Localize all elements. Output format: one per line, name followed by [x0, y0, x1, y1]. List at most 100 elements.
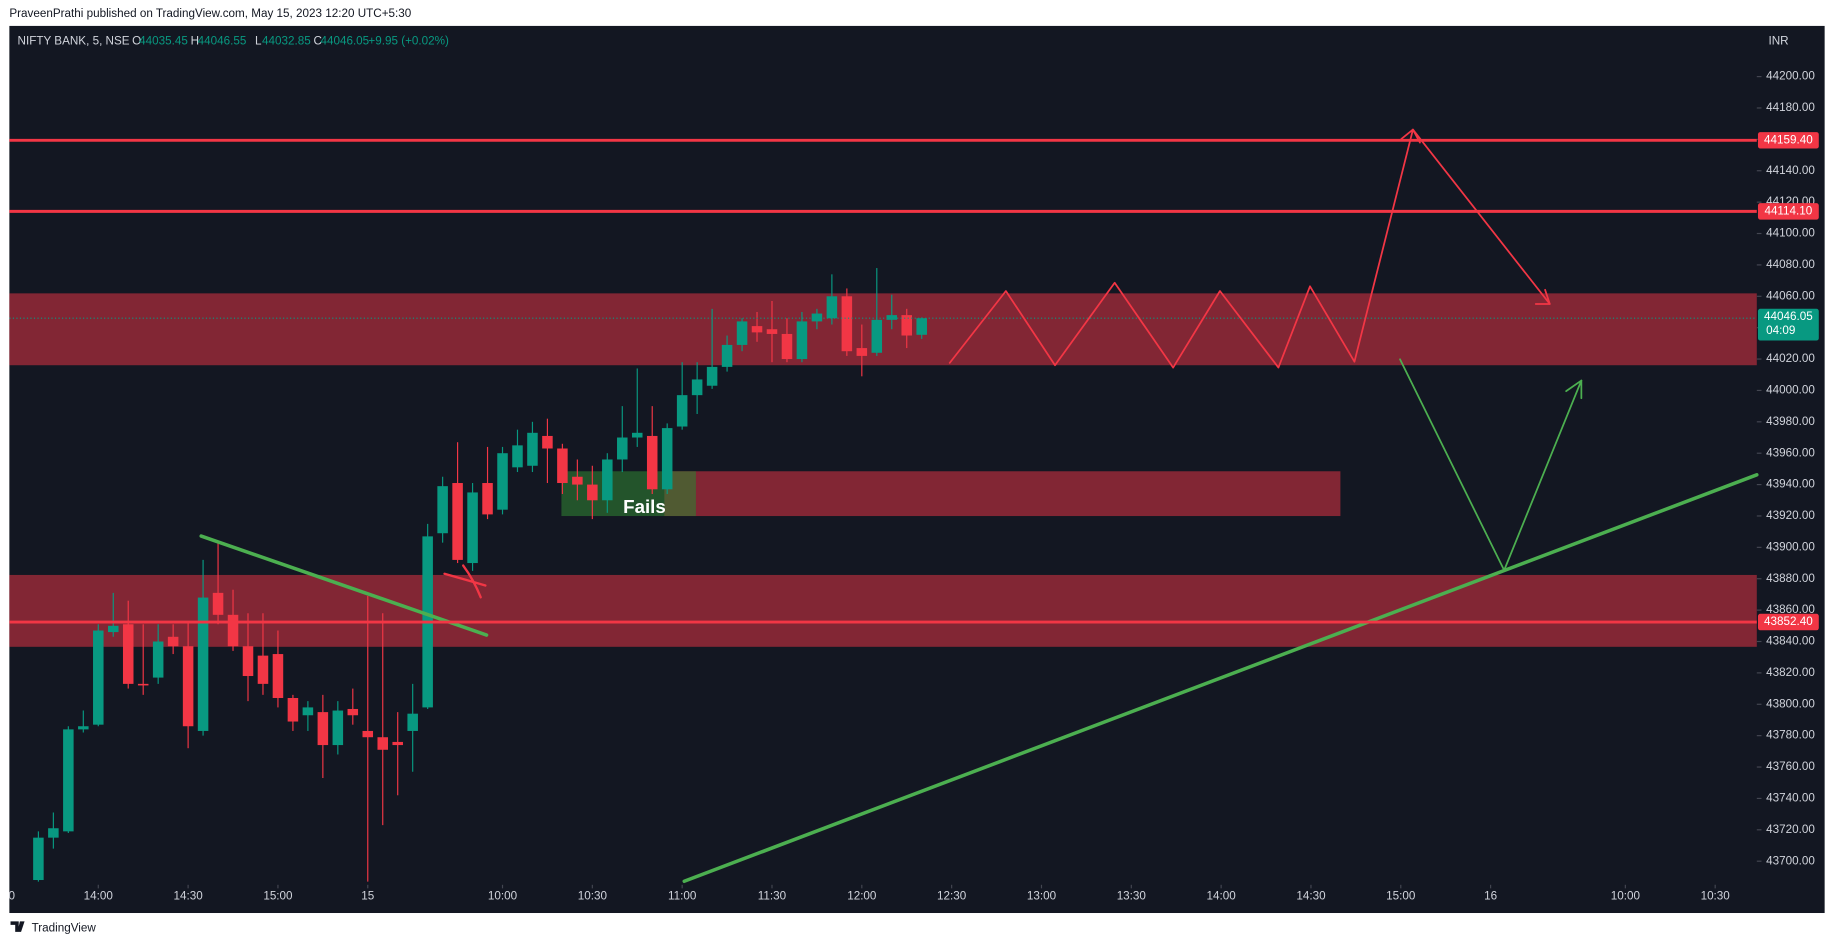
candle-body — [407, 713, 418, 731]
level-label: 43852.40 — [1764, 615, 1813, 628]
level-tag — [1757, 613, 1819, 631]
demand-zone — [9, 574, 1757, 647]
candle-body — [587, 484, 598, 501]
candle-body — [152, 641, 164, 678]
candle-body — [527, 432, 538, 466]
candle-body — [392, 741, 403, 746]
candle-body — [182, 646, 194, 727]
y-tick-label: 44000.00 — [1766, 384, 1815, 397]
x-tick-label: 12:30 — [937, 890, 967, 903]
x-tick-label: 15:00 — [1386, 890, 1416, 903]
y-tick-label: 44200.00 — [1766, 70, 1815, 83]
y-tick-label: 43900.00 — [1766, 540, 1815, 553]
symbol: NIFTY BANK, 5, NSE — [18, 34, 130, 47]
fails-zone — [664, 471, 1341, 517]
y-tick-label: 43960.00 — [1766, 446, 1815, 459]
y-tick-label: 43980.00 — [1766, 415, 1815, 428]
candle-body — [272, 654, 284, 698]
x-tick-label: 30 — [2, 890, 15, 903]
candle-body — [167, 636, 179, 647]
trend-line — [682, 473, 1759, 884]
candle-body — [886, 315, 898, 320]
candle-body — [766, 329, 778, 334]
fails-box — [561, 471, 696, 517]
arrow-head — [1400, 128, 1421, 144]
candle-body — [796, 321, 808, 360]
candle-body — [631, 432, 643, 438]
legend-value: 44032.85 — [262, 34, 311, 47]
candle-body — [482, 483, 493, 515]
currency: INR — [1769, 34, 1789, 47]
candle-body — [646, 435, 658, 490]
candle-body — [557, 448, 568, 484]
candle-body — [347, 708, 359, 716]
x-tick-label: 11:00 — [668, 890, 697, 903]
x-tick-label: 10:00 — [1611, 890, 1641, 903]
y-tick-label: 43800.00 — [1766, 697, 1815, 710]
candle-body — [287, 697, 299, 722]
candle-body — [137, 683, 149, 686]
change: +9.95 (+0.02%) — [368, 34, 449, 47]
y-tick-label: 43860.00 — [1766, 603, 1815, 616]
candle-body — [63, 729, 74, 832]
y-tick-label: 44140.00 — [1766, 164, 1815, 177]
x-tick-label: 14:30 — [174, 890, 204, 903]
level-label: 44114.10 — [1764, 204, 1812, 217]
legend-label: L — [255, 34, 262, 47]
plot — [9, 268, 1757, 882]
candle-body — [497, 453, 508, 510]
candle-body — [302, 707, 314, 716]
last-price-tag — [1757, 308, 1819, 341]
candle-body — [661, 428, 673, 490]
trend-line — [199, 534, 489, 637]
red-path — [948, 128, 1551, 369]
x-tick-label: 14:00 — [84, 890, 114, 903]
candle-body — [676, 395, 688, 427]
candle-body — [512, 445, 523, 468]
zones — [9, 293, 1757, 647]
y-tick-label: 44100.00 — [1766, 227, 1815, 240]
candle-body — [736, 321, 748, 345]
y-tick-label: 43940.00 — [1766, 478, 1815, 491]
x-tick-label: 13:30 — [1117, 890, 1147, 903]
candle-body — [602, 459, 613, 501]
annotation: Fails — [623, 496, 666, 517]
legend-value: 44035.45 — [139, 34, 188, 47]
legend-label: C — [313, 34, 322, 47]
legend-label: O — [132, 34, 141, 47]
y-tick-label: 43740.00 — [1766, 791, 1815, 804]
arrow-head — [1534, 288, 1551, 305]
y-tick-label: 43840.00 — [1766, 635, 1815, 648]
candle-body — [916, 318, 927, 335]
candle-body — [901, 315, 912, 336]
y-tick-label: 44180.00 — [1766, 101, 1815, 114]
candle-body — [377, 737, 389, 750]
candle-body — [781, 333, 793, 360]
candle-body — [617, 437, 628, 460]
candle-body — [542, 435, 553, 449]
candle-body — [122, 624, 134, 684]
x-tick-label: 15 — [361, 890, 374, 903]
legend-label: H — [191, 34, 199, 47]
x-tick-label: 12:00 — [847, 890, 877, 903]
level-label: 44159.40 — [1764, 133, 1813, 146]
x-tick-label: 16 — [1484, 890, 1497, 903]
candle-body — [227, 614, 239, 647]
chart-background — [9, 25, 1825, 914]
candle-body — [452, 483, 463, 560]
y-tick-label: 43700.00 — [1766, 854, 1815, 867]
candle-body — [362, 730, 374, 738]
last-price-label: 44046.05 — [1764, 310, 1813, 323]
legend-value: 44046.05 — [320, 34, 369, 47]
countdown: 04:09 — [1766, 324, 1795, 337]
x-tick-label: 11:30 — [758, 890, 787, 903]
y-tick-label: 44020.00 — [1766, 352, 1815, 365]
level-tag — [1757, 132, 1819, 149]
x-tick-label: 14:00 — [1207, 890, 1237, 903]
candle-body — [572, 476, 583, 485]
candle-body — [467, 492, 478, 564]
y-tick-label: 44060.00 — [1766, 289, 1815, 302]
candle-body — [197, 597, 209, 731]
